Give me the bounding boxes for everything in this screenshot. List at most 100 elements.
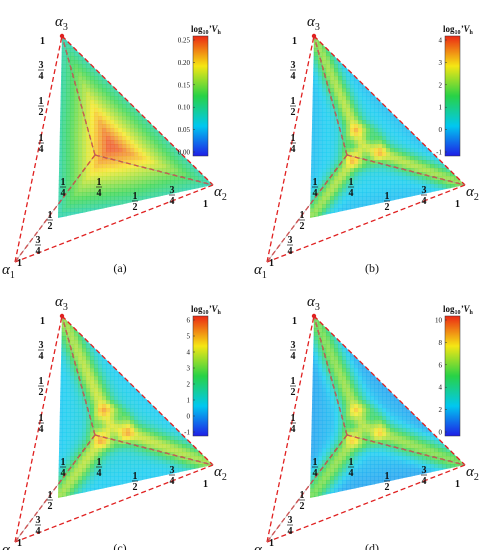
tick-a1-1-4: 1 [313,457,318,468]
heatmap-cell [86,140,91,145]
heatmap-cell [102,452,107,457]
heatmap-cell [370,412,375,417]
heatmap-cell [386,424,391,429]
heatmap-cell [78,96,83,101]
heatmap-cell [66,60,71,65]
heatmap-cell [66,396,71,401]
heatmap-cell [98,444,103,449]
heatmap-cell [326,496,331,498]
heatmap-cell [62,464,67,469]
heatmap-cell [186,164,191,169]
heatmap-cell [322,132,327,137]
heatmap-cell [390,468,395,473]
heatmap-cell [390,384,395,389]
heatmap-cell [366,416,371,421]
heatmap-cell [58,484,63,489]
heatmap-cell [362,424,367,429]
heatmap-cell [126,464,131,469]
vertex-dot [59,313,65,319]
heatmap-cell [326,136,331,141]
heatmap-cell [358,208,363,213]
heatmap-cell [86,76,91,81]
heatmap-cell [58,180,63,185]
heatmap-cell [146,472,151,477]
heatmap-cell [330,436,335,441]
heatmap-cell [94,156,99,161]
heatmap-cell [366,396,371,401]
heatmap-cell [110,380,115,385]
heatmap-cell [158,156,163,161]
heatmap-cell [62,452,67,457]
heatmap-cell [110,204,115,209]
heatmap-cell [118,436,123,441]
heatmap-cell [82,144,87,149]
heatmap-cell [90,116,95,121]
heatmap-cell [414,452,419,457]
heatmap-cell [114,188,119,193]
heatmap-cell [122,464,127,469]
heatmap-cell [162,416,167,421]
heatmap-cell [382,416,387,421]
heatmap-cell [134,180,139,185]
heatmap-cell [338,392,343,397]
heatmap-cell [70,412,75,417]
heatmap-cell [118,96,123,101]
heatmap-cell [94,120,99,125]
heatmap-cell [314,112,319,117]
heatmap-cell [62,96,67,101]
heatmap-cell [390,484,395,489]
heatmap-cell [342,180,347,185]
heatmap-cell [442,184,447,189]
heatmap-cell [370,480,375,485]
heatmap-cell [378,120,383,125]
heatmap-cell [346,416,351,421]
heatmap-cell [326,208,331,213]
heatmap-cell [114,80,119,85]
heatmap-cell [346,404,351,409]
heatmap-cell [450,452,455,457]
heatmap-cell [142,464,147,469]
heatmap-cell [346,180,351,185]
heatmap-cell [326,140,331,145]
heatmap-cell [142,164,147,169]
heatmap-cell [90,396,95,401]
heatmap-cell [414,436,419,441]
heatmap-cell [114,384,119,389]
heatmap-cell [354,184,359,189]
heatmap-cell [318,376,323,381]
heatmap-cell [62,380,67,385]
heatmap-cell [94,468,99,473]
heatmap-cell [402,432,407,437]
heatmap-cell [314,180,319,185]
heatmap-cell [78,164,83,169]
heatmap-cell [86,108,91,113]
heatmap-cell [58,192,63,197]
heatmap-cell [166,140,171,145]
heatmap-cell [382,392,387,397]
heatmap-cell [322,384,327,389]
heatmap-cell [170,156,175,161]
heatmap-cell [426,440,431,445]
heatmap-cell [354,140,359,145]
heatmap-cell [118,124,123,129]
heatmap-cell [358,384,363,389]
heatmap-cell [334,132,339,137]
heatmap-cell [318,364,323,369]
heatmap-cell [434,436,439,441]
heatmap-cell [334,172,339,177]
heatmap-cell [106,444,111,449]
heatmap-cell [86,396,91,401]
heatmap-cell [78,360,83,365]
heatmap-cell [194,172,199,177]
heatmap-cell [450,176,455,181]
heatmap-cell [366,420,371,425]
heatmap-cell [318,488,323,493]
heatmap-cell [122,140,127,145]
heatmap-cell [70,116,75,121]
edge-a1-a3 [14,35,63,263]
heatmap-cell [414,460,419,465]
heatmap-cell [110,400,115,405]
heatmap-cell [362,492,367,497]
heatmap-cell [66,124,71,129]
heatmap-cell [166,424,171,429]
